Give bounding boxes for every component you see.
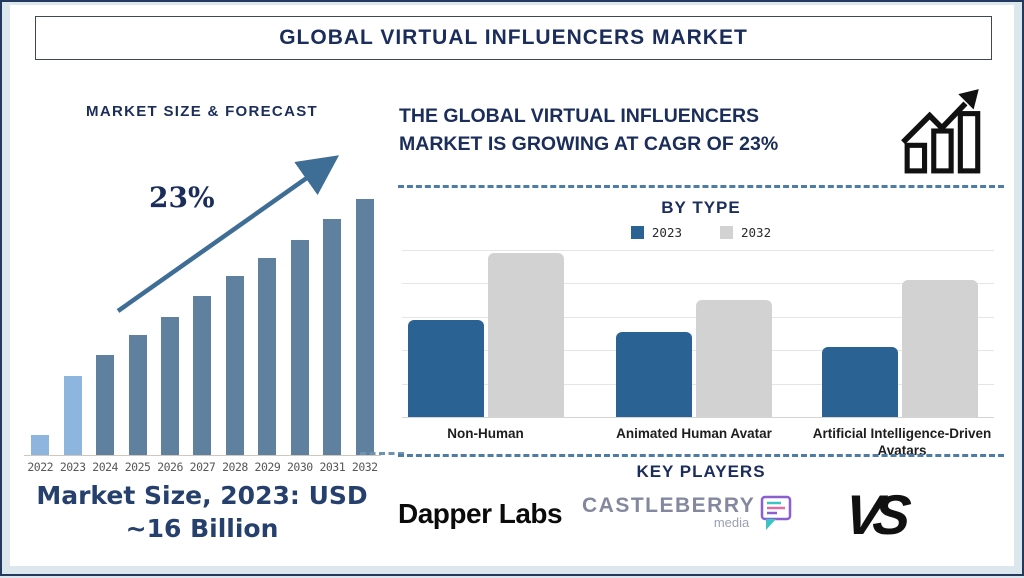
forecast-bar-slot <box>89 154 121 455</box>
castleberry-logo-text: CASTLEBERRY media <box>582 494 755 530</box>
forecast-chart-title: MARKET SIZE & FORECAST <box>86 103 318 120</box>
dapper-labs-logo: Dapper Labs <box>398 498 563 529</box>
market-size-caption-line2: ~16 Billion <box>125 514 279 543</box>
legend-label: 2032 <box>741 225 772 240</box>
cagr-headline-line2: MARKET IS GROWING AT CAGR OF 23% <box>399 133 779 155</box>
forecast-bar-2032 <box>355 199 374 455</box>
forecast-bar-chart <box>24 154 381 456</box>
forecast-bar-slot <box>154 154 186 455</box>
by-type-bar-2032 <box>902 280 978 417</box>
cagr-headline-line1: THE GLOBAL VIRTUAL INFLUENCERS <box>399 105 760 127</box>
forecast-bar-slot <box>284 154 316 455</box>
by-type-group-3 <box>822 280 978 417</box>
forecast-bar-2031 <box>323 219 342 455</box>
forecast-axis-dashed-extension <box>360 452 404 455</box>
forecast-bar-2022 <box>31 434 50 455</box>
dashed-divider-bottom <box>398 454 1004 457</box>
castleberry-media-logo: CASTLEBERRY media <box>582 494 797 534</box>
main-title: GLOBAL VIRTUAL INFLUENCERS MARKET <box>279 26 748 49</box>
category-label: Animated Human Avatar <box>616 426 772 441</box>
by-type-group-1 <box>407 253 564 417</box>
year-label-2022: 2022 <box>27 460 54 474</box>
by-type-bar-2023 <box>616 331 692 417</box>
forecast-bar-2029 <box>258 257 277 455</box>
forecast-bar-slot <box>349 154 381 455</box>
dashed-divider-top <box>398 185 1004 188</box>
year-label-2023: 2023 <box>59 460 86 474</box>
forecast-bar-slot <box>316 154 348 455</box>
forecast-bar-slot <box>121 154 153 455</box>
cagr-headline: THE GLOBAL VIRTUAL INFLUENCERS MARKET IS… <box>399 102 899 158</box>
year-label-2032: 2032 <box>351 460 378 474</box>
by-type-bar-2032 <box>696 300 772 417</box>
year-label-2026: 2026 <box>157 460 183 474</box>
key-players-title: KEY PLAYERS <box>636 462 766 481</box>
forecast-bar-2027 <box>193 296 212 455</box>
bar-chart-rising-arrow-icon <box>901 89 981 174</box>
forecast-bar-2025 <box>128 334 147 455</box>
forecast-bar-2023 <box>63 375 82 455</box>
forecast-bar-slot <box>24 154 56 455</box>
market-size-caption-line1: Market Size, 2023: USD <box>36 481 368 510</box>
vs-logo: VS <box>841 483 906 546</box>
year-label-2030: 2030 <box>287 460 313 474</box>
forecast-bar-2024 <box>96 355 115 455</box>
castleberry-media-sub: media <box>713 515 750 530</box>
by-type-bar-2032 <box>487 253 564 417</box>
year-label-2025: 2025 <box>124 460 151 474</box>
by-type-grouped-bar-chart <box>402 250 994 418</box>
by-type-bar-2023 <box>407 320 484 417</box>
market-size-caption: Market Size, 2023: USD ~16 Billion <box>20 479 384 545</box>
legend-swatch <box>720 226 733 239</box>
gridline <box>402 283 994 285</box>
year-label-2031: 2031 <box>319 460 346 474</box>
year-label-2024: 2024 <box>92 460 118 474</box>
year-label-2029: 2029 <box>254 460 281 474</box>
legend-item-2023: 2023 <box>630 225 682 240</box>
forecast-year-axis: 2022 2023 2024 2025 2026 2027 2028 2029 2030 2031… <box>24 460 381 474</box>
main-title-box: GLOBAL VIRTUAL INFLUENCERS MARKET <box>35 16 992 60</box>
castleberry-wordmark: CASTLEBERRY <box>582 494 756 517</box>
by-type-title: BY TYPE <box>661 198 741 217</box>
category-label: Non-Human <box>447 426 524 441</box>
castleberry-chat-laptop-icon <box>760 495 792 530</box>
forecast-bar-2028 <box>225 275 244 455</box>
forecast-bar-2030 <box>290 239 309 455</box>
by-type-group-2 <box>614 300 774 417</box>
legend-item-2032: 2032 <box>720 225 771 240</box>
gridline <box>402 250 994 251</box>
by-type-baseline <box>402 417 994 418</box>
forecast-bar-slot <box>186 154 218 455</box>
cagr-annotation: 23% <box>149 181 215 214</box>
by-type-legend: 2023 2032 <box>398 225 1004 240</box>
year-label-2027: 2027 <box>189 460 216 474</box>
forecast-bar-slot <box>251 154 283 455</box>
forecast-bar-slot <box>56 154 88 455</box>
by-type-bar-2023 <box>822 346 898 417</box>
growth-arrow-icon <box>116 155 340 313</box>
legend-label: 2023 <box>651 225 682 240</box>
forecast-bar-slot <box>219 154 251 455</box>
legend-swatch <box>630 226 644 239</box>
forecast-bar-2026 <box>161 316 180 455</box>
year-label-2028: 2028 <box>222 460 248 474</box>
